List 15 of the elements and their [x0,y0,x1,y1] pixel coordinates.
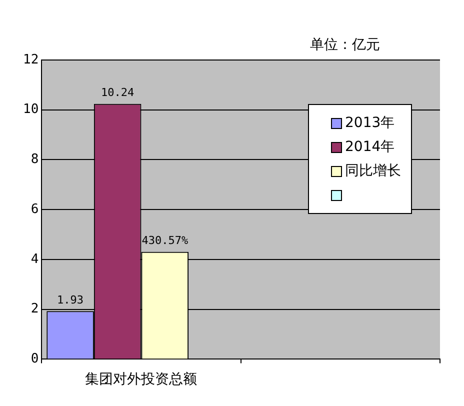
y-tick-label: 10 [22,102,39,118]
text: 单位：亿元 [310,36,380,54]
y-tick-label: 12 [22,52,39,68]
y-tick-label: 2 [30,302,39,317]
data-label: 430.57% [142,234,188,248]
data-label: 1.93 [57,293,84,306]
data-label: 10.24 [101,86,135,100]
legend-label: 2014年 [345,138,395,156]
legend-label: 2013年 [345,114,395,132]
y-tick-label: 0 [30,352,39,367]
x-tick-label: 集团对外投资总额 [85,370,198,386]
y-tick-label: 6 [30,202,39,217]
y-tick-label: 4 [30,252,39,267]
y-tick-label: 8 [30,152,39,168]
legend-label: 同比增长 [345,162,401,180]
